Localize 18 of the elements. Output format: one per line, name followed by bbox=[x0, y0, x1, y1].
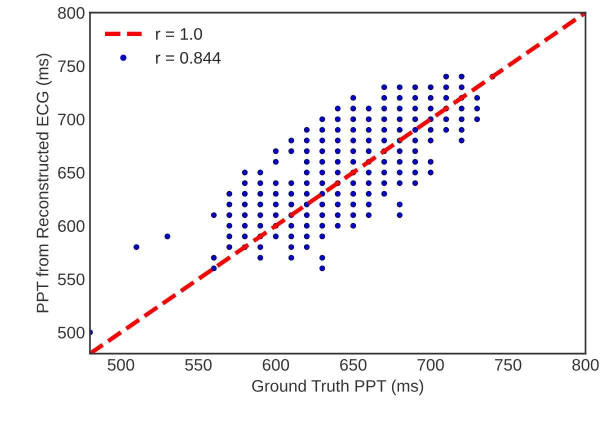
x-tick-label: 700 bbox=[418, 358, 444, 371]
y-tick-label: 550 bbox=[58, 273, 84, 286]
legend-label: r = 1.0 bbox=[156, 28, 202, 40]
x-tick-label: 550 bbox=[185, 358, 212, 371]
y-tick-label: 700 bbox=[58, 114, 84, 126]
x-tick-label: 750 bbox=[495, 358, 522, 371]
x-axis-title: Ground Truth PPT (ms) bbox=[252, 380, 424, 396]
y-tick-label: 750 bbox=[58, 60, 84, 72]
x-tick-label: 600 bbox=[262, 358, 290, 371]
x-tick-label: 650 bbox=[340, 358, 366, 371]
y-axis-title: PPT from Reconstructed ECG (ms) bbox=[36, 54, 52, 312]
y-tick-label: 500 bbox=[58, 326, 84, 339]
x-tick-label: 800 bbox=[572, 358, 599, 371]
x-tick-label: 500 bbox=[108, 358, 134, 371]
y-tick-label: 800 bbox=[58, 7, 84, 19]
y-tick-label: 600 bbox=[58, 220, 84, 232]
legend-label: r = 0.844 bbox=[156, 52, 221, 64]
y-tick-label: 650 bbox=[58, 166, 84, 179]
